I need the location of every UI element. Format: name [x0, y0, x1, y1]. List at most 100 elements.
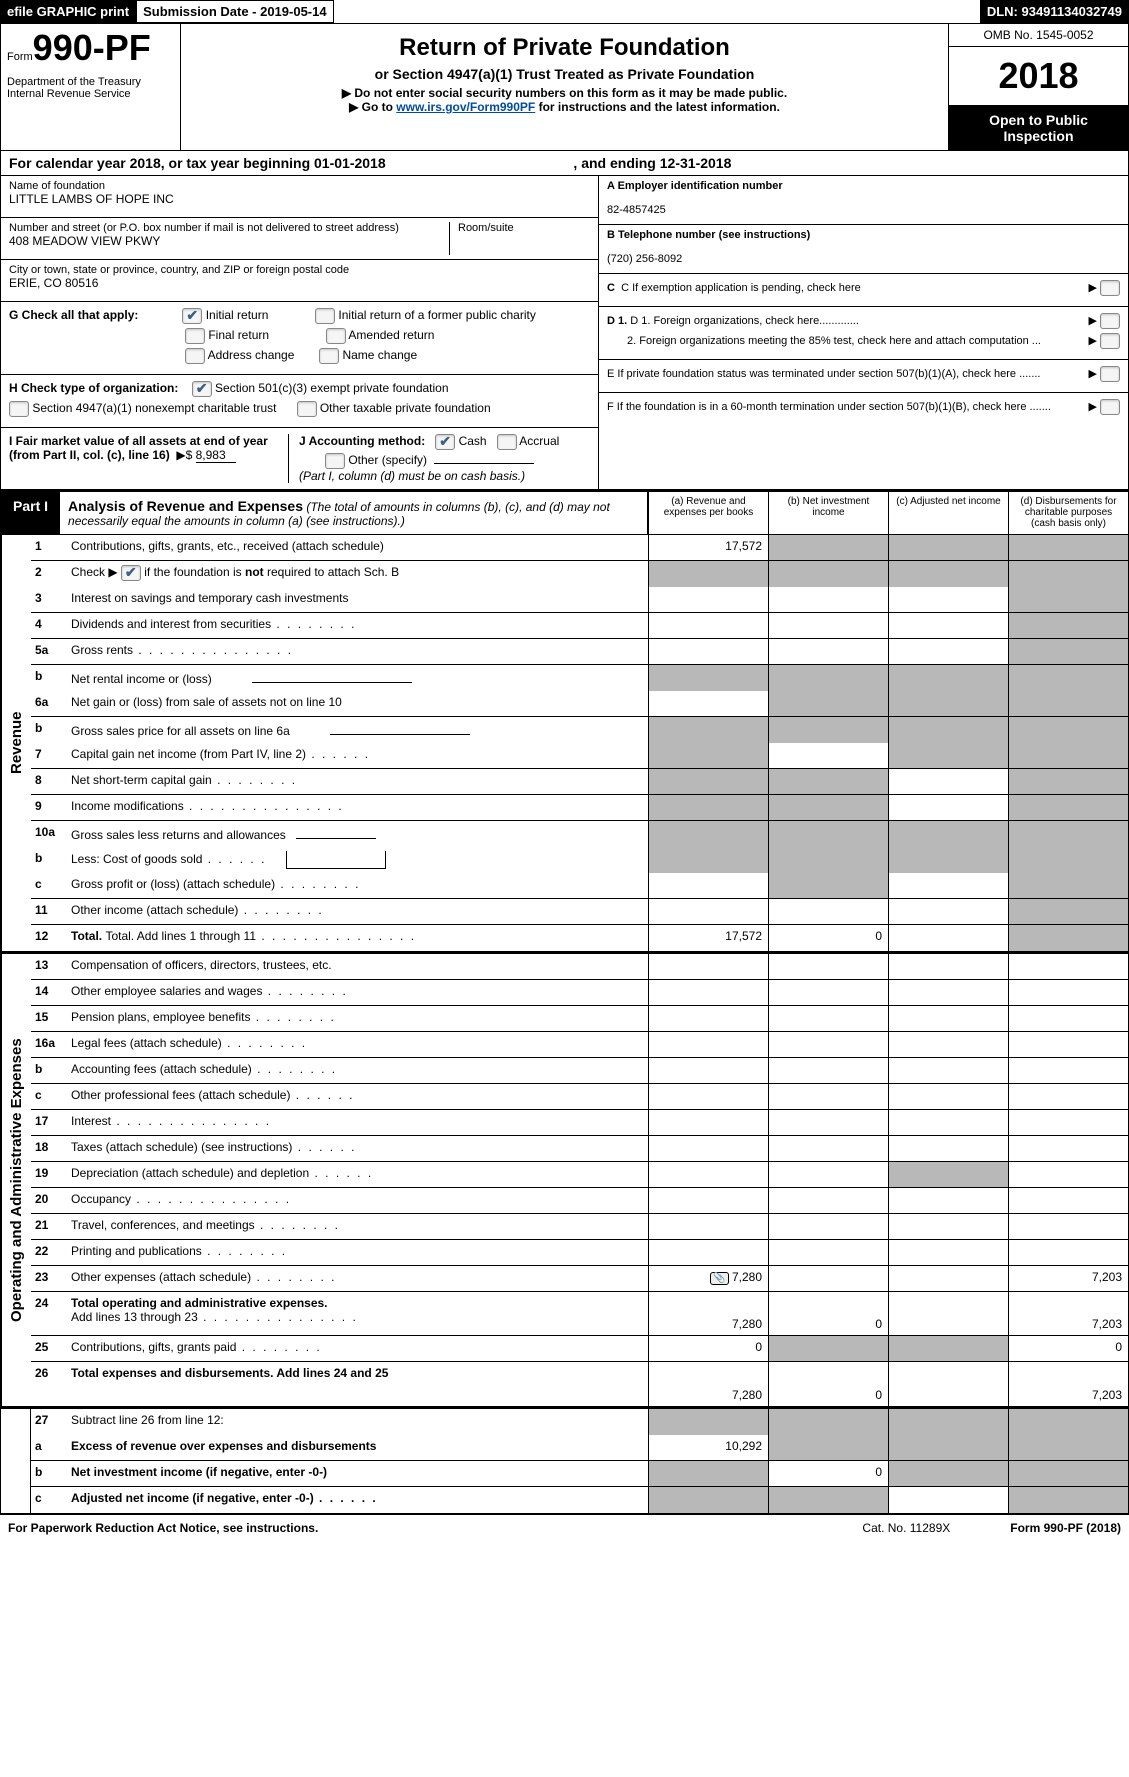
- calendar-year-row: For calendar year 2018, or tax year begi…: [0, 151, 1129, 176]
- checkbox-d2[interactable]: [1100, 333, 1120, 349]
- line-21: 21 Travel, conferences, and meetings: [31, 1214, 1128, 1240]
- line-24: 24 Total operating and administrative ex…: [31, 1292, 1128, 1336]
- checkbox-sch-b[interactable]: [121, 565, 141, 581]
- checkbox-final-return[interactable]: [185, 328, 205, 344]
- revenue-section: Revenue 1 Contributions, gifts, grants, …: [0, 535, 1129, 952]
- section-ij: I Fair market value of all assets at end…: [1, 428, 598, 489]
- footer-catalog: Cat. No. 11289X: [862, 1521, 950, 1535]
- col-d-header: (d) Disbursements for charitable purpose…: [1008, 492, 1128, 534]
- line-10b: b Less: Cost of goods sold: [31, 847, 1128, 873]
- topbar: efile GRAPHIC print Submission Date - 20…: [0, 0, 1129, 24]
- irs-link[interactable]: www.irs.gov/Form990PF: [396, 100, 535, 114]
- checkbox-accrual[interactable]: [497, 434, 517, 450]
- g-label: G Check all that apply:: [9, 308, 179, 322]
- address-row: Number and street (or P.O. box number if…: [1, 218, 598, 260]
- form-title: Return of Private Foundation: [191, 34, 938, 62]
- form-word: Form: [7, 51, 33, 63]
- line-26: 26 Total expenses and disbursements. Add…: [31, 1362, 1128, 1406]
- room-suite-label: Room/suite: [458, 222, 590, 234]
- dept-line1: Department of the Treasury: [7, 76, 174, 88]
- dln: DLN: 93491134032749: [980, 0, 1129, 23]
- a-label: A Employer identification number: [607, 180, 783, 192]
- entity-info: Name of foundation LITTLE LAMBS OF HOPE …: [0, 176, 1129, 490]
- line-8: 8 Net short-term capital gain: [31, 769, 1128, 795]
- f-label: F If the foundation is in a 60-month ter…: [607, 401, 1082, 413]
- entity-left: Name of foundation LITTLE LAMBS OF HOPE …: [1, 176, 598, 489]
- checkbox-initial-return[interactable]: [182, 308, 202, 324]
- fmv-value: 8,983: [196, 448, 236, 463]
- tax-year: 2018: [949, 47, 1128, 106]
- b-label: B Telephone number (see instructions): [607, 229, 810, 241]
- footer-form: Form 990-PF (2018): [1010, 1521, 1121, 1535]
- checkbox-name-change[interactable]: [319, 348, 339, 364]
- city-row: City or town, state or province, country…: [1, 260, 598, 302]
- checkbox-address-change[interactable]: [185, 348, 205, 364]
- part1-title: Analysis of Revenue and Expenses (The to…: [60, 492, 647, 534]
- header-mid: Return of Private Foundation or Section …: [181, 24, 948, 150]
- footer-left: For Paperwork Reduction Act Notice, see …: [8, 1521, 318, 1535]
- line-27: 27 Subtract line 26 from line 12:: [31, 1409, 1128, 1435]
- street-address: 408 MEADOW VIEW PKWY: [9, 234, 441, 248]
- tax-year-end: 12-31-2018: [660, 155, 732, 171]
- checkbox-4947[interactable]: [9, 401, 29, 417]
- line-13: 13 Compensation of officers, directors, …: [31, 954, 1128, 980]
- part1-header: Part I Analysis of Revenue and Expenses …: [0, 490, 1129, 535]
- line-23: 23 Other expenses (attach schedule) 📎 7,…: [31, 1266, 1128, 1292]
- line-14: 14 Other employee salaries and wages: [31, 980, 1128, 1006]
- foundation-name: LITTLE LAMBS OF HOPE INC: [9, 192, 590, 206]
- telephone: (720) 256-8092: [607, 253, 682, 265]
- expenses-section: Operating and Administrative Expenses 13…: [0, 952, 1129, 1407]
- header-right: OMB No. 1545-0052 2018 Open to Public In…: [948, 24, 1128, 150]
- line-18: 18 Taxes (attach schedule) (see instruct…: [31, 1136, 1128, 1162]
- foundation-name-row: Name of foundation LITTLE LAMBS OF HOPE …: [1, 176, 598, 218]
- line-3: 3 Interest on savings and temporary cash…: [31, 587, 1128, 613]
- checkbox-501c3[interactable]: [192, 381, 212, 397]
- form-subtitle: or Section 4947(a)(1) Trust Treated as P…: [191, 66, 938, 82]
- checkbox-d1[interactable]: [1100, 313, 1120, 329]
- checkbox-cash[interactable]: [435, 434, 455, 450]
- line-27b: b Net investment income (if negative, en…: [31, 1461, 1128, 1487]
- line-10c: c Gross profit or (loss) (attach schedul…: [31, 873, 1128, 899]
- line-5b: b Net rental income or (loss): [31, 665, 1128, 691]
- line-16a: 16a Legal fees (attach schedule): [31, 1032, 1128, 1058]
- dept-line2: Internal Revenue Service: [7, 88, 174, 100]
- line-16b: b Accounting fees (attach schedule): [31, 1058, 1128, 1084]
- line-27-section: 27 Subtract line 26 from line 12: a Exce…: [0, 1407, 1129, 1514]
- j-label: J Accounting method:: [299, 434, 425, 448]
- checkbox-other-method[interactable]: [325, 453, 345, 469]
- form-number: 990-PF: [33, 27, 151, 68]
- entity-right: A Employer identification number 82-4857…: [598, 176, 1128, 489]
- line-15: 15 Pension plans, employee benefits: [31, 1006, 1128, 1032]
- city-state-zip: ERIE, CO 80516: [9, 276, 590, 290]
- line-7: 7 Capital gain net income (from Part IV,…: [31, 743, 1128, 769]
- expenses-label: Operating and Administrative Expenses: [1, 954, 31, 1406]
- checkbox-c[interactable]: [1100, 280, 1120, 296]
- revenue-label: Revenue: [1, 535, 31, 951]
- line-25: 25 Contributions, gifts, grants paid 0 0: [31, 1336, 1128, 1362]
- line-16c: c Other professional fees (attach schedu…: [31, 1084, 1128, 1110]
- attachment-icon[interactable]: 📎: [710, 1272, 728, 1285]
- line-20: 20 Occupancy: [31, 1188, 1128, 1214]
- line-1: 1 Contributions, gifts, grants, etc., re…: [31, 535, 1128, 561]
- line-27c: c Adjusted net income (if negative, ente…: [31, 1487, 1128, 1513]
- col-c-header: (c) Adjusted net income: [888, 492, 1008, 534]
- line-12: 12 Total. Total. Add lines 1 through 11 …: [31, 925, 1128, 951]
- form-note1: ▶ Do not enter social security numbers o…: [191, 86, 938, 100]
- line-9: 9 Income modifications: [31, 795, 1128, 821]
- line-6b: b Gross sales price for all assets on li…: [31, 717, 1128, 743]
- c-label: C: [607, 282, 615, 294]
- checkbox-initial-former[interactable]: [315, 308, 335, 324]
- h-label: H Check type of organization:: [9, 381, 178, 395]
- checkbox-amended-return[interactable]: [326, 328, 346, 344]
- page-footer: For Paperwork Reduction Act Notice, see …: [0, 1514, 1129, 1541]
- line-22: 22 Printing and publications: [31, 1240, 1128, 1266]
- e-label: E If private foundation status was termi…: [607, 368, 1082, 380]
- checkbox-e[interactable]: [1100, 366, 1120, 382]
- line-5a: 5a Gross rents: [31, 639, 1128, 665]
- form-header: Form990-PF Department of the Treasury In…: [0, 24, 1129, 151]
- tax-year-begin: 01-01-2018: [314, 155, 386, 171]
- line-10a: 10a Gross sales less returns and allowan…: [31, 821, 1128, 847]
- checkbox-f[interactable]: [1100, 399, 1120, 415]
- checkbox-other-taxable[interactable]: [297, 401, 317, 417]
- section-h: H Check type of organization: Section 50…: [1, 375, 598, 428]
